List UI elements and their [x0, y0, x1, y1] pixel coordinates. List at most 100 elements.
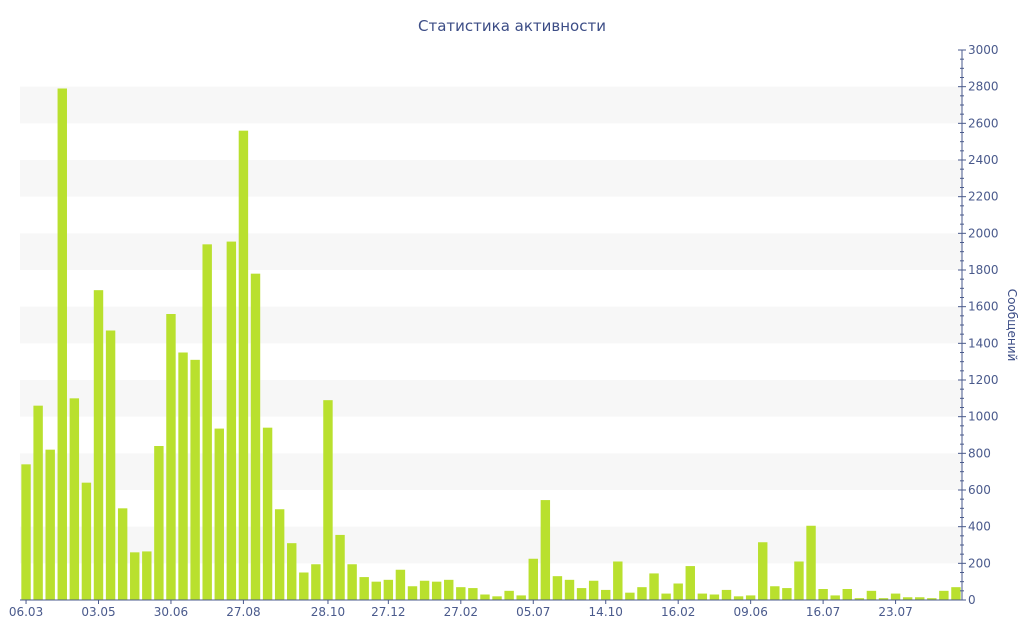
bar — [262, 427, 273, 600]
bar — [130, 552, 140, 600]
y-tick-label: 400 — [968, 520, 991, 534]
bar — [202, 244, 212, 600]
bar — [226, 241, 237, 600]
bar — [190, 359, 200, 600]
grid-bands — [20, 86, 962, 564]
x-tick-label: 03.05 — [81, 605, 115, 619]
grid-band — [20, 86, 962, 124]
grid-band — [20, 306, 962, 344]
grid-band — [20, 453, 962, 490]
y-axis-label: Сообщений — [1005, 289, 1019, 362]
bar — [576, 588, 587, 600]
bar — [854, 598, 865, 600]
bar — [431, 581, 442, 600]
bars — [21, 88, 961, 601]
bar — [335, 534, 345, 600]
y-axis-ticks: 0 200 400 600 800 1000 1200 1400 1600 1800 2000 220… — [958, 43, 999, 607]
bar — [166, 314, 176, 600]
bar — [299, 572, 309, 600]
bar — [359, 577, 369, 600]
bar — [154, 446, 164, 600]
x-tick-label: 16.07 — [806, 605, 840, 619]
x-tick-label: 28.10 — [311, 605, 345, 619]
y-tick-label: 2600 — [968, 116, 999, 130]
bar — [371, 581, 381, 600]
bar — [540, 500, 551, 600]
y-tick-label: 2200 — [968, 190, 999, 204]
bar — [588, 580, 599, 600]
y-tick-label: 2000 — [968, 226, 999, 240]
bar — [745, 595, 756, 600]
bar — [504, 590, 514, 600]
bar — [178, 352, 188, 600]
y-tick-label: 600 — [968, 483, 991, 497]
bar — [625, 592, 635, 600]
bar — [721, 589, 732, 600]
y-tick-label: 200 — [968, 556, 991, 570]
bar — [782, 588, 792, 600]
x-tick-label: 27.08 — [226, 605, 260, 619]
bar — [830, 595, 840, 600]
y-tick-label: 2400 — [968, 153, 999, 167]
bar — [613, 561, 623, 600]
bar — [794, 561, 804, 600]
bar — [673, 583, 683, 600]
bar — [601, 589, 611, 600]
y-tick-label: 1800 — [968, 263, 999, 277]
bar — [528, 558, 538, 600]
bar — [347, 564, 357, 600]
bar — [842, 589, 852, 600]
bar — [419, 580, 430, 600]
bar — [516, 595, 526, 600]
y-tick-label: 1200 — [968, 373, 999, 387]
bar — [383, 579, 394, 600]
bar — [57, 88, 67, 600]
bar — [552, 576, 563, 600]
bar — [214, 428, 224, 600]
bar — [685, 566, 695, 600]
bar — [758, 542, 768, 600]
grid-band — [20, 160, 962, 197]
bar — [878, 598, 889, 600]
y-tick-label: 1000 — [968, 410, 999, 424]
bar — [709, 594, 720, 600]
chart-title: Статистика активности — [418, 17, 606, 35]
bar — [770, 586, 780, 600]
y-tick-label: 2800 — [968, 80, 999, 94]
y-tick-label: 1400 — [968, 336, 999, 350]
y-tick-label: 1600 — [968, 300, 999, 314]
bar — [480, 594, 490, 600]
x-tick-label: 27.12 — [371, 605, 405, 619]
bar — [890, 593, 901, 600]
x-tick-label: 27.02 — [444, 605, 478, 619]
x-tick-label: 09.06 — [733, 605, 767, 619]
x-tick-label: 05.07 — [516, 605, 550, 619]
bar — [69, 398, 80, 600]
x-axis-ticks: 06.03 03.05 30.06 27.08 28.10 27.12 27.02 05.07… — [9, 600, 913, 619]
bar — [661, 593, 671, 600]
bar — [287, 543, 297, 600]
bar — [697, 593, 708, 600]
bar — [915, 597, 925, 600]
bar — [866, 590, 877, 600]
bar — [142, 551, 152, 600]
bar — [238, 130, 249, 601]
bar — [637, 587, 647, 600]
bar — [806, 525, 816, 600]
bar — [274, 509, 285, 600]
bar — [93, 290, 104, 600]
bar — [105, 330, 116, 600]
grid-band — [20, 526, 962, 564]
bar — [456, 587, 466, 600]
y-tick-label: 800 — [968, 446, 991, 460]
x-tick-label: 16.02 — [661, 605, 695, 619]
bar — [564, 579, 575, 600]
y-tick-label: 0 — [968, 593, 976, 607]
bar — [733, 596, 744, 600]
bar — [311, 564, 321, 600]
bar — [33, 405, 43, 600]
x-tick-label: 23.07 — [878, 605, 912, 619]
bar — [649, 573, 659, 600]
